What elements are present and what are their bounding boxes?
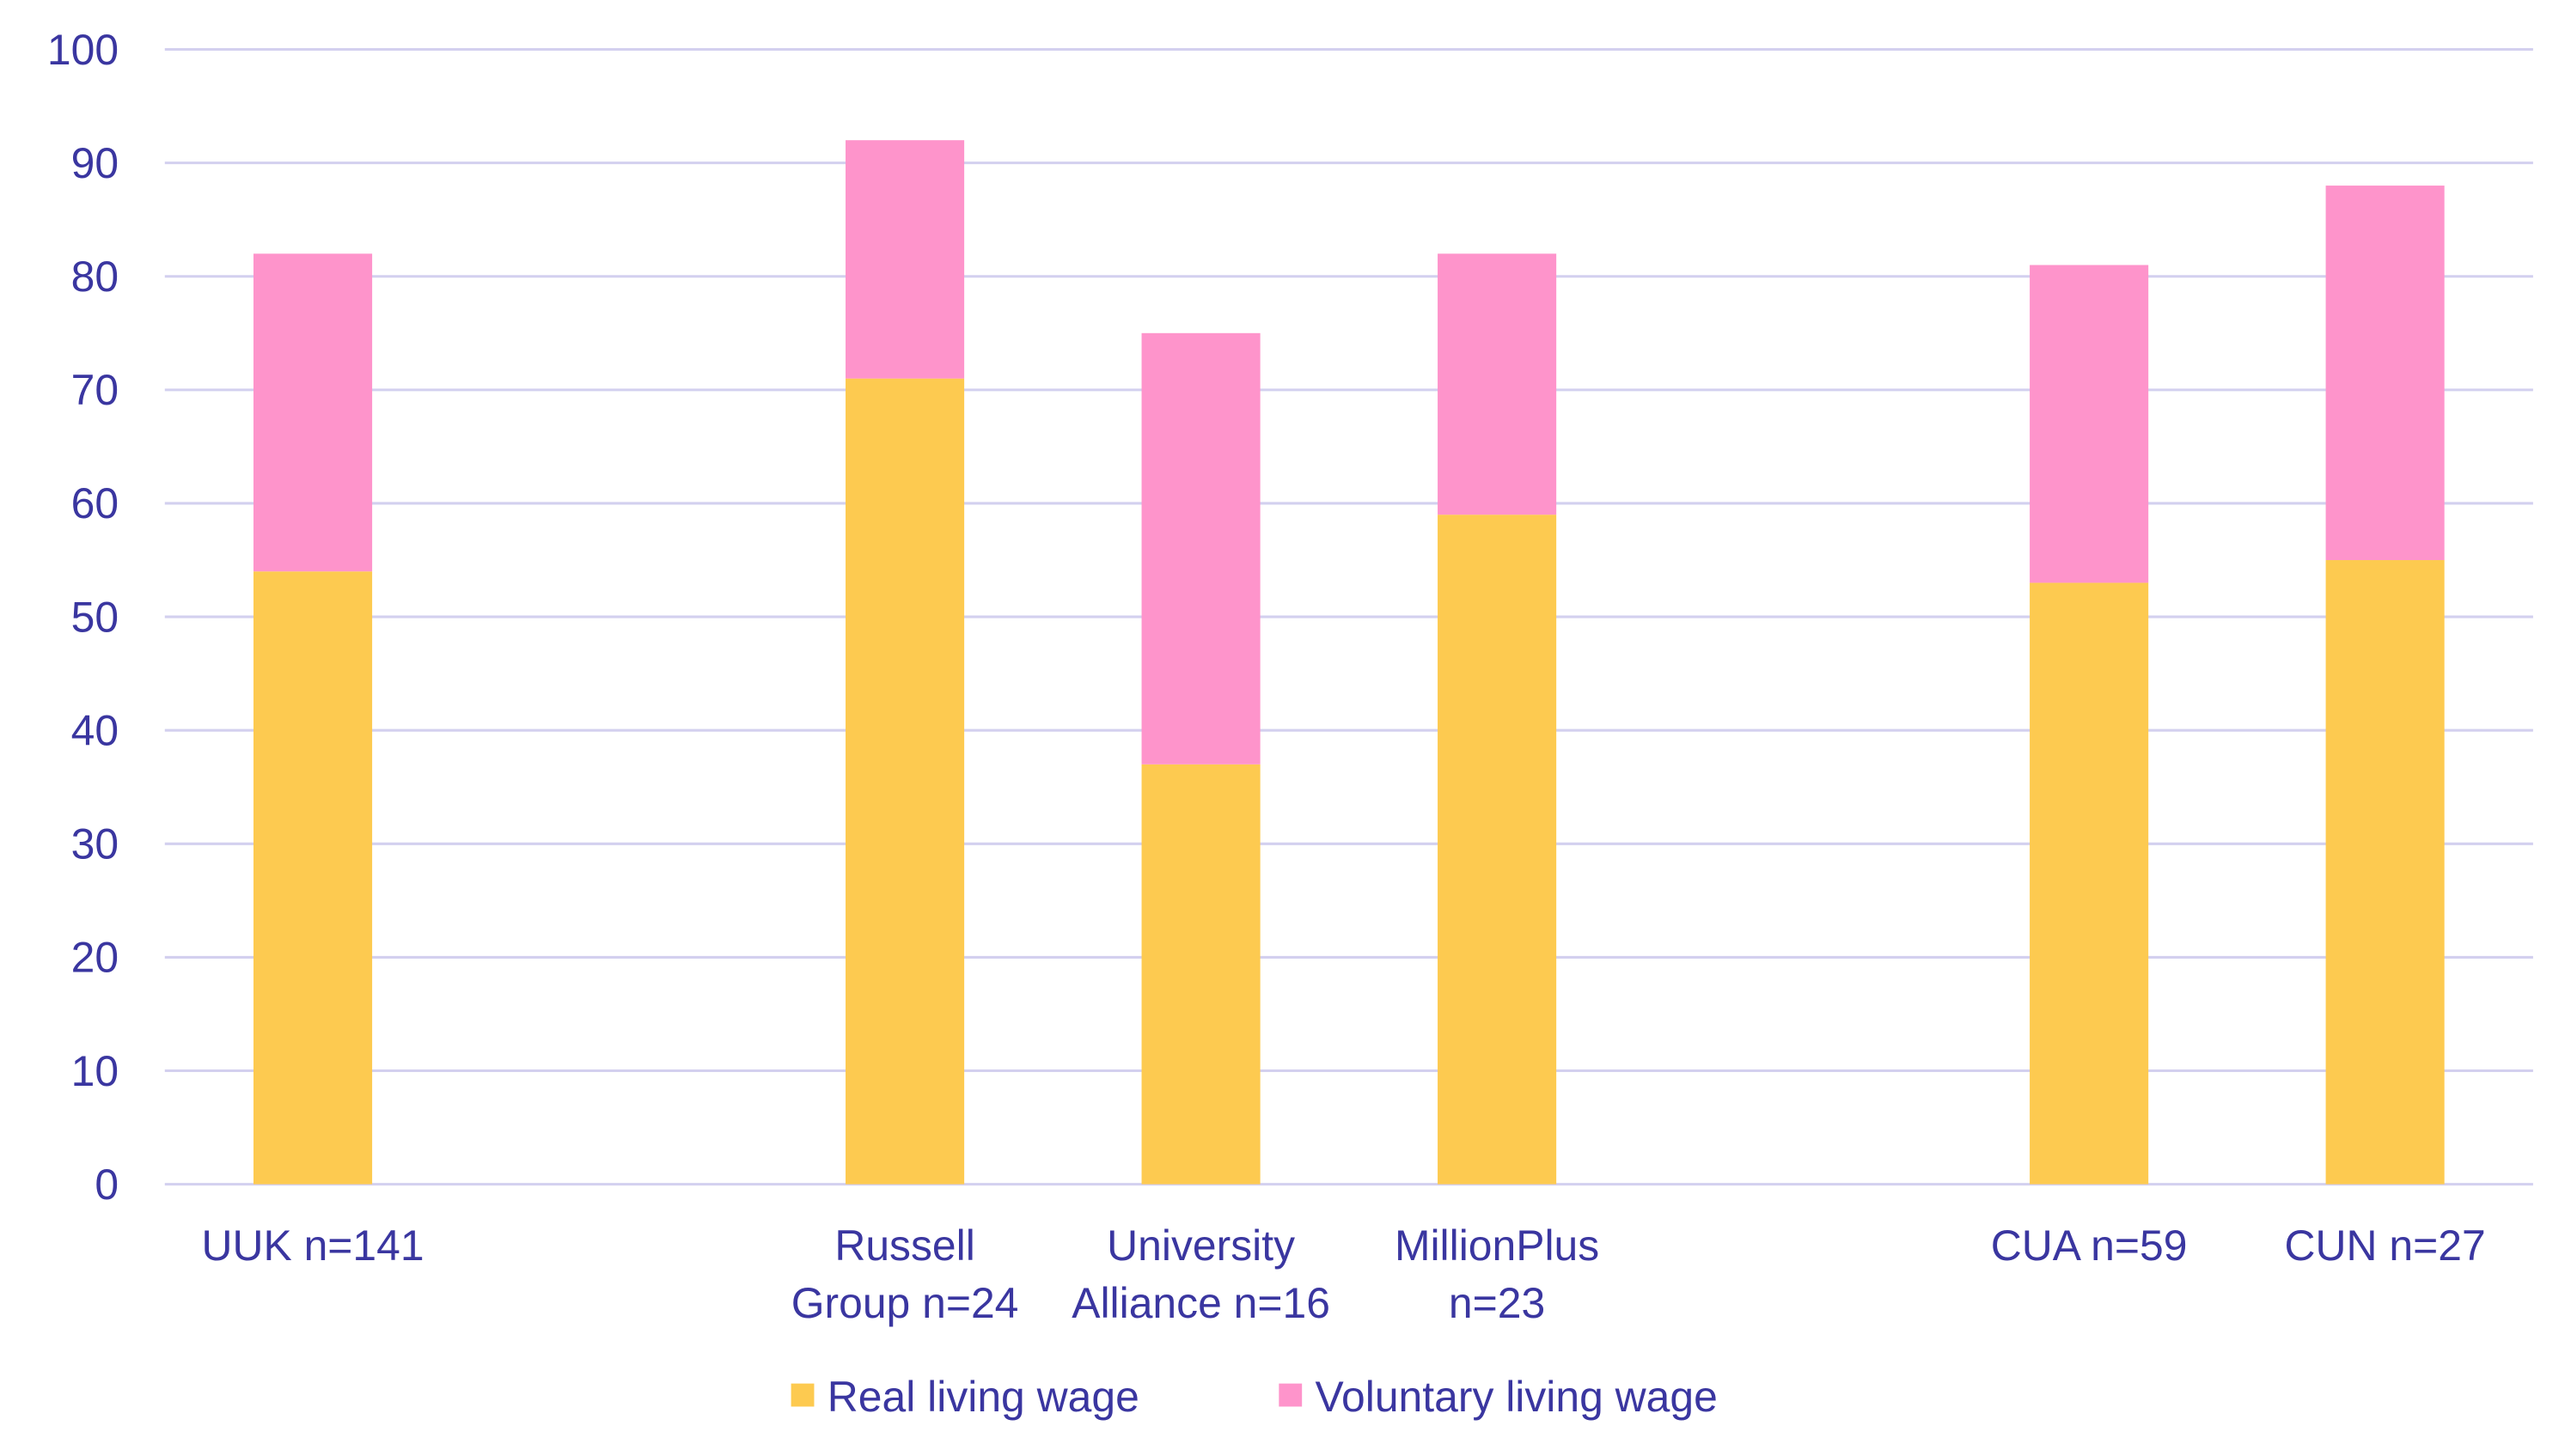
- x-category-label: MillionPlus: [1395, 1221, 1599, 1270]
- bar-segment-voluntary-living-wage: [1141, 332, 1261, 765]
- bar-segment-real-living-wage: [2325, 560, 2445, 1185]
- bar-segment-voluntary-living-wage: [2030, 265, 2149, 583]
- x-category-label: Alliance n=16: [1072, 1279, 1330, 1327]
- bar-segment-voluntary-living-wage: [253, 253, 373, 572]
- legend-swatch-voluntary-living-wage: [1279, 1383, 1303, 1407]
- y-tick-label: 20: [71, 934, 119, 982]
- y-tick-label: 10: [71, 1047, 119, 1095]
- y-tick-label: 90: [71, 139, 119, 187]
- x-category-label: CUA n=59: [1991, 1221, 2188, 1270]
- bar-segment-real-living-wage: [253, 571, 373, 1185]
- y-tick-label: 50: [71, 593, 119, 641]
- y-tick-label: 80: [71, 253, 119, 301]
- x-axis-labels: UUK n=141 Russell Group n=24 University Alli…: [201, 1221, 2485, 1327]
- bars: [253, 140, 2445, 1185]
- x-category-label: n=23: [1449, 1279, 1545, 1327]
- legend-swatch-real-living-wage: [791, 1383, 815, 1407]
- bar-segment-real-living-wage: [1438, 515, 1557, 1185]
- bar-segment-voluntary-living-wage: [2325, 186, 2445, 561]
- x-category-label: Russell: [834, 1221, 974, 1270]
- gridlines: [164, 47, 2533, 1186]
- x-category-label: UUK n=141: [201, 1221, 424, 1270]
- y-tick-label: 40: [71, 706, 119, 754]
- x-category-label: University: [1107, 1221, 1295, 1270]
- y-tick-label: 70: [71, 366, 119, 414]
- y-tick-label: 100: [47, 26, 119, 74]
- x-category-label: CUN n=27: [2285, 1221, 2486, 1270]
- bar-segment-real-living-wage: [2030, 582, 2149, 1185]
- bar-segment-voluntary-living-wage: [1438, 253, 1557, 515]
- x-category-label: Group n=24: [791, 1279, 1019, 1327]
- bar-segment-voluntary-living-wage: [846, 140, 965, 379]
- bar-segment-real-living-wage: [846, 378, 965, 1185]
- bar-segment-real-living-wage: [1141, 764, 1261, 1185]
- legend: Real living wage Voluntary living wage: [791, 1373, 1718, 1421]
- y-axis-ticks: 0 10 20 30 40 50 60 70 80 90 100: [47, 26, 119, 1209]
- y-tick-label: 30: [71, 820, 119, 868]
- y-tick-label: 0: [95, 1161, 119, 1209]
- y-tick-label: 60: [71, 479, 119, 527]
- legend-label-voluntary-living-wage: Voluntary living wage: [1316, 1373, 1718, 1421]
- legend-label-real-living-wage: Real living wage: [827, 1373, 1139, 1421]
